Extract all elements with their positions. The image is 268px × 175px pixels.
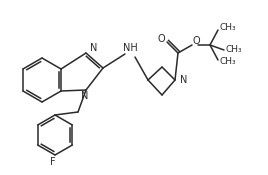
- Text: N: N: [90, 43, 97, 53]
- Text: F: F: [50, 157, 56, 167]
- Text: N: N: [180, 75, 187, 85]
- Text: CH₃: CH₃: [220, 23, 236, 33]
- Text: CH₃: CH₃: [220, 58, 236, 66]
- Text: O: O: [157, 34, 165, 44]
- Text: N: N: [81, 91, 89, 101]
- Text: CH₃: CH₃: [226, 46, 242, 54]
- Text: NH: NH: [123, 43, 137, 53]
- Text: O: O: [192, 36, 200, 46]
